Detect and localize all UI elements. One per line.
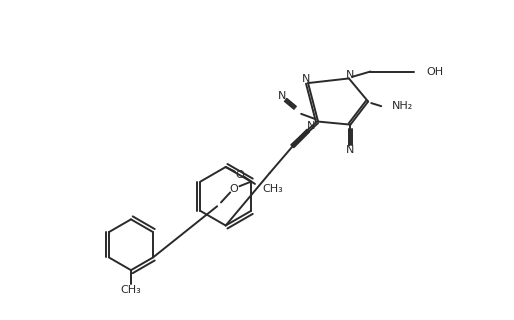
Text: N: N — [302, 74, 311, 84]
Text: OH: OH — [426, 67, 443, 76]
Text: N: N — [278, 91, 286, 101]
Text: O: O — [235, 170, 244, 180]
Text: O: O — [230, 184, 238, 194]
Text: CH₃: CH₃ — [263, 184, 283, 194]
Text: N: N — [346, 145, 355, 155]
Text: N: N — [346, 69, 355, 80]
Text: N: N — [307, 121, 316, 131]
Text: NH₂: NH₂ — [392, 101, 413, 111]
Text: CH₃: CH₃ — [121, 285, 141, 295]
